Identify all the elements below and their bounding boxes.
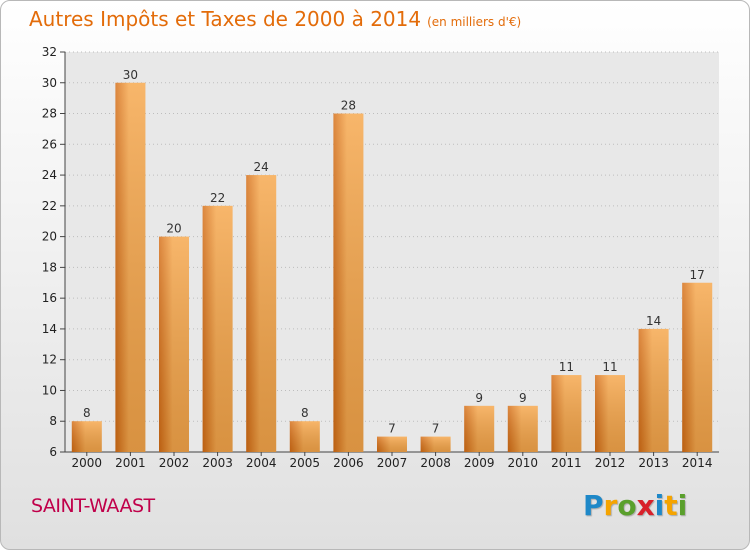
chart-title: Autres Impôts et Taxes de 2000 à 2014 (en… — [29, 7, 521, 31]
x-tick-label: 2008 — [420, 456, 451, 470]
bar-value-label: 11 — [602, 360, 617, 374]
bar-value-label: 30 — [123, 68, 138, 82]
bar-shade — [159, 236, 189, 452]
bar-value-label: 20 — [166, 222, 181, 236]
y-tick-label: 28 — [42, 107, 57, 121]
bar-value-label: 7 — [388, 422, 396, 436]
bar-value-label: 22 — [210, 191, 225, 205]
bar-value-label: 17 — [690, 268, 705, 282]
logo-letter: i — [677, 489, 688, 522]
x-tick-label: 2013 — [638, 456, 669, 470]
logo-letter: t — [664, 489, 678, 522]
logo-letter: i — [654, 489, 665, 522]
x-tick-label: 2012 — [595, 456, 626, 470]
y-tick-label: 6 — [49, 445, 57, 459]
x-tick-label: 2002 — [159, 456, 190, 470]
bar-value-label: 28 — [341, 99, 356, 113]
y-tick-label: 12 — [42, 353, 57, 367]
x-tick-label: 2005 — [290, 456, 321, 470]
proxiti-logo: Proxiti — [583, 489, 687, 522]
bar-shade — [377, 436, 407, 452]
y-tick-label: 26 — [42, 137, 57, 151]
bar-shade — [507, 405, 538, 452]
bar-shade — [464, 405, 495, 452]
bar-shade — [246, 175, 277, 453]
bar-shade — [638, 328, 669, 452]
y-tick-label: 18 — [42, 260, 57, 274]
y-tick-label: 10 — [42, 383, 57, 397]
bar-shade — [551, 375, 582, 452]
bar-value-label: 8 — [83, 406, 91, 420]
bar-shade — [595, 375, 625, 452]
bar-value-label: 8 — [301, 406, 309, 420]
bar-value-label: 24 — [254, 160, 269, 174]
x-tick-label: 2000 — [72, 456, 103, 470]
bar-shade — [202, 205, 233, 452]
x-tick-label: 2014 — [682, 456, 713, 470]
y-tick-label: 20 — [42, 230, 57, 244]
bar-value-label: 14 — [646, 314, 661, 328]
bar-shade — [71, 421, 102, 452]
y-tick-label: 8 — [49, 414, 57, 428]
logo-letter: o — [617, 489, 637, 522]
bar-shade — [115, 82, 146, 453]
chart-subtitle: (en milliers d'€) — [427, 15, 522, 29]
bar-shade — [289, 421, 320, 452]
bar-value-label: 7 — [432, 422, 440, 436]
y-tick-label: 24 — [42, 168, 57, 182]
y-tick-label: 16 — [42, 291, 57, 305]
y-tick-label: 32 — [42, 45, 57, 59]
bar-value-label: 9 — [475, 391, 483, 405]
x-tick-label: 2011 — [551, 456, 582, 470]
y-tick-label: 22 — [42, 199, 57, 213]
chart-title-text: Autres Impôts et Taxes de 2000 à 2014 — [29, 7, 422, 31]
logo-letter: r — [603, 489, 618, 522]
x-tick-label: 2004 — [246, 456, 277, 470]
x-tick-label: 2010 — [508, 456, 539, 470]
y-tick-label: 30 — [42, 76, 57, 90]
bar-value-label: 11 — [559, 360, 574, 374]
logo-letter: P — [583, 489, 604, 522]
y-tick-label: 14 — [42, 322, 57, 336]
x-tick-label: 2003 — [202, 456, 233, 470]
x-tick-label: 2006 — [333, 456, 364, 470]
bar-value-label: 9 — [519, 391, 527, 405]
bar-shade — [682, 282, 713, 452]
bar-shade — [420, 436, 451, 452]
commune-name: SAINT-WAAST — [31, 495, 155, 517]
logo-letter: x — [636, 489, 655, 522]
x-tick-label: 2001 — [115, 456, 146, 470]
bar-shade — [333, 113, 364, 453]
x-tick-label: 2009 — [464, 456, 495, 470]
x-tick-label: 2007 — [377, 456, 408, 470]
